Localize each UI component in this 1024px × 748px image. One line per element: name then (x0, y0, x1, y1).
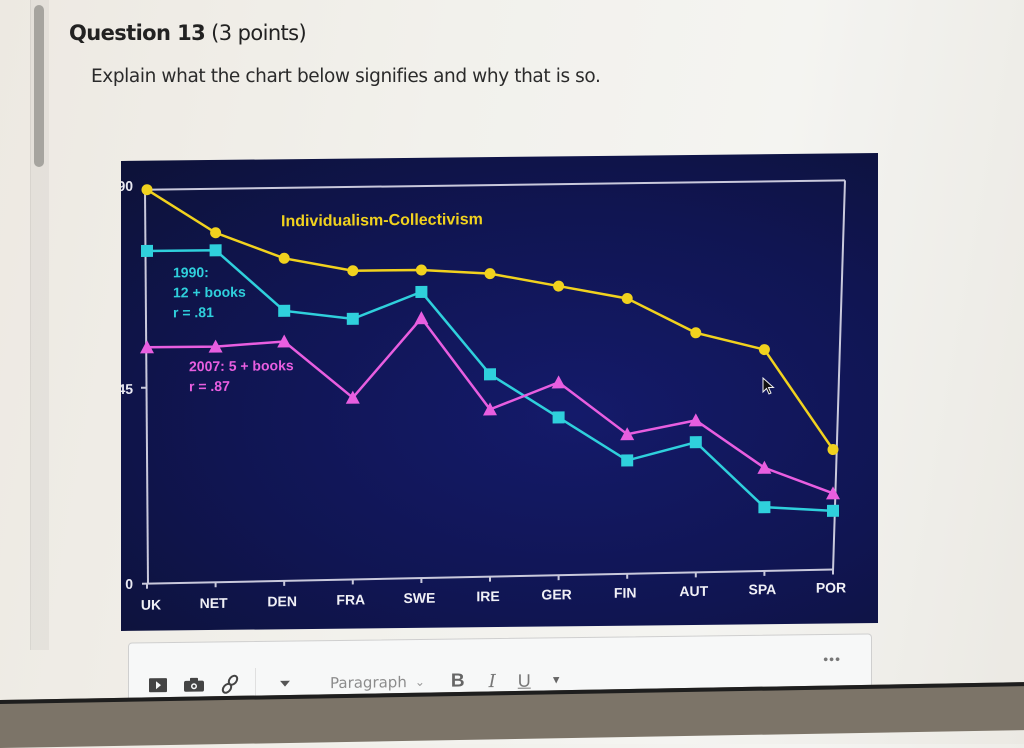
data-point-marker (621, 454, 633, 466)
data-point-marker (141, 245, 153, 257)
data-point-marker (416, 264, 427, 275)
x-tick-label: DEN (267, 593, 297, 609)
data-point-marker (414, 311, 428, 324)
data-point-marker (827, 505, 839, 517)
y-tick-45: 45 (121, 381, 133, 397)
question-prompt: Explain what the chart below signifies a… (91, 66, 600, 87)
annotation-1990-line3: r = .81 (173, 304, 214, 320)
x-tick-label: UK (141, 597, 161, 613)
x-tick-label: SPA (749, 581, 777, 597)
question-title: Question 13 (3 points) (69, 21, 306, 45)
link-icon (220, 674, 240, 694)
data-point-marker (347, 265, 358, 276)
y-tick-0: 0 (125, 576, 133, 592)
series-line (147, 244, 833, 518)
annotation-2007-line1: 2007: 5 + books (189, 357, 294, 374)
data-point-marker (552, 375, 566, 388)
annotation-1990-line1: 1990: (173, 264, 209, 280)
chart-top-border (145, 180, 845, 189)
x-tick-label: FIN (614, 585, 637, 601)
data-point-marker (758, 501, 770, 513)
paragraph-format-select[interactable]: Paragraph (330, 673, 407, 692)
scrollbar-thumb[interactable] (34, 5, 44, 167)
chart-title: Individualism-Collectivism (281, 211, 483, 230)
x-tick-label: IRE (476, 588, 499, 604)
y-tick-90: 90 (121, 178, 133, 194)
format-more-dropdown-icon[interactable]: ▼ (551, 674, 562, 686)
mouse-cursor-icon (762, 377, 776, 395)
chevron-down-icon[interactable]: ⌄ (415, 675, 425, 689)
data-point-marker (347, 313, 359, 325)
question-number: Question 13 (69, 21, 205, 45)
more-options-button[interactable]: ••• (823, 651, 841, 667)
camera-icon (184, 678, 204, 692)
question-points: (3 points) (211, 21, 306, 45)
italic-button[interactable]: I (489, 671, 496, 692)
insert-link-button[interactable] (219, 670, 241, 698)
series-layer (140, 177, 840, 524)
data-point-marker (690, 436, 702, 448)
x-tick-label: GER (541, 586, 571, 602)
data-point-marker (485, 268, 496, 279)
data-point-marker (690, 327, 701, 338)
data-point-marker (415, 286, 427, 298)
annotation-1990-line2: 12 + books (173, 284, 246, 301)
data-point-marker (278, 305, 290, 317)
annotation-2007-line2: r = .87 (189, 378, 230, 394)
data-point-marker (484, 368, 496, 380)
media-icon (149, 677, 167, 693)
insert-dropdown-icon (280, 681, 290, 687)
data-point-marker (279, 253, 290, 264)
data-point-marker (553, 411, 565, 423)
data-point-marker (553, 281, 564, 292)
x-tick-label: POR (816, 579, 846, 595)
data-point-marker (757, 461, 771, 474)
bold-button[interactable]: B (451, 670, 465, 692)
x-tick-label: AUT (679, 583, 708, 599)
x-tick-label: NET (200, 595, 228, 611)
x-tick-label: FRA (336, 591, 365, 607)
series-line (147, 183, 833, 457)
data-point-marker (622, 293, 633, 304)
insert-more-dropdown[interactable] (274, 669, 296, 697)
insert-image-button[interactable] (183, 671, 205, 699)
data-point-marker (689, 413, 703, 426)
underline-button[interactable]: U (518, 670, 531, 691)
data-point-marker (210, 244, 222, 256)
insert-media-button[interactable] (147, 671, 169, 699)
x-tick-label: SWE (403, 590, 435, 606)
